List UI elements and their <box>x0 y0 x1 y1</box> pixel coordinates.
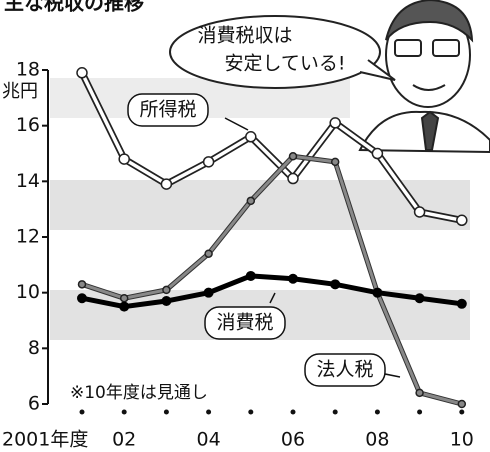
x-tick-dot <box>163 409 169 415</box>
point <box>246 196 256 206</box>
point <box>204 249 213 258</box>
label-leader <box>269 292 276 304</box>
legend-label: 所得税 <box>139 99 196 121</box>
y-tick-label: 14 <box>16 170 40 192</box>
point <box>160 178 173 190</box>
point <box>245 270 256 281</box>
x-tick-label: 06 <box>281 429 305 451</box>
point <box>330 157 340 167</box>
point <box>456 298 467 309</box>
y-tick-label: 6 <box>28 393 40 415</box>
annotation: 消費税収は <box>197 25 292 47</box>
legend-label: 消費税 <box>216 312 273 334</box>
label-box <box>204 306 286 340</box>
x-tick-dot <box>290 409 296 415</box>
point <box>456 214 468 227</box>
speech-tail <box>359 59 396 81</box>
point <box>457 399 467 409</box>
y-unit: 兆円 <box>2 81 38 102</box>
point <box>330 279 341 290</box>
label-box <box>127 93 209 127</box>
point <box>118 153 130 165</box>
point <box>162 285 171 295</box>
x-tick-label: 10 <box>450 429 474 451</box>
point <box>119 293 129 303</box>
point <box>413 206 426 218</box>
x-tick-dot <box>206 409 212 415</box>
x-tick-dot <box>332 409 338 415</box>
point <box>414 293 425 304</box>
series-line <box>81 273 463 310</box>
point <box>77 280 87 289</box>
x-tick-label: 02 <box>112 429 136 451</box>
x-tick-dot <box>79 409 85 415</box>
point <box>203 287 214 298</box>
series-line <box>81 154 463 406</box>
point <box>288 152 298 161</box>
x-tick-dot <box>248 409 254 415</box>
x-tick-label: 2001年度 <box>2 429 88 451</box>
x-tick-dot <box>374 409 380 415</box>
x-tick-dot <box>417 409 423 415</box>
y-tick-label: 8 <box>28 337 40 359</box>
point <box>119 301 130 312</box>
x-tick-dot <box>459 409 465 415</box>
x-tick-dot <box>121 409 127 415</box>
y-tick-label: 18 <box>16 59 40 81</box>
point <box>202 156 215 168</box>
point <box>245 131 257 143</box>
illustration <box>358 0 490 154</box>
y-tick-label: 10 <box>16 281 40 303</box>
y-tick-label: 12 <box>16 226 40 248</box>
annotation: 安定している! <box>224 53 345 75</box>
point <box>76 67 88 79</box>
y-tick-label: 16 <box>16 114 40 136</box>
point <box>371 147 384 160</box>
x-tick-label: 08 <box>365 429 389 451</box>
speech-bubble <box>169 15 381 89</box>
point <box>161 296 172 307</box>
point <box>287 172 299 185</box>
point <box>329 117 341 129</box>
point <box>372 287 383 298</box>
x-tick-label: 04 <box>197 429 221 451</box>
label-box <box>304 353 386 387</box>
series-line <box>80 72 463 223</box>
annotation: ※10年度は見通し <box>70 383 208 403</box>
chart-title: 主な税収の推移 <box>4 0 144 15</box>
legend-label: 法人税 <box>316 359 373 381</box>
point <box>288 273 298 284</box>
point <box>415 388 424 398</box>
point <box>77 293 87 304</box>
label-leader <box>224 117 249 131</box>
